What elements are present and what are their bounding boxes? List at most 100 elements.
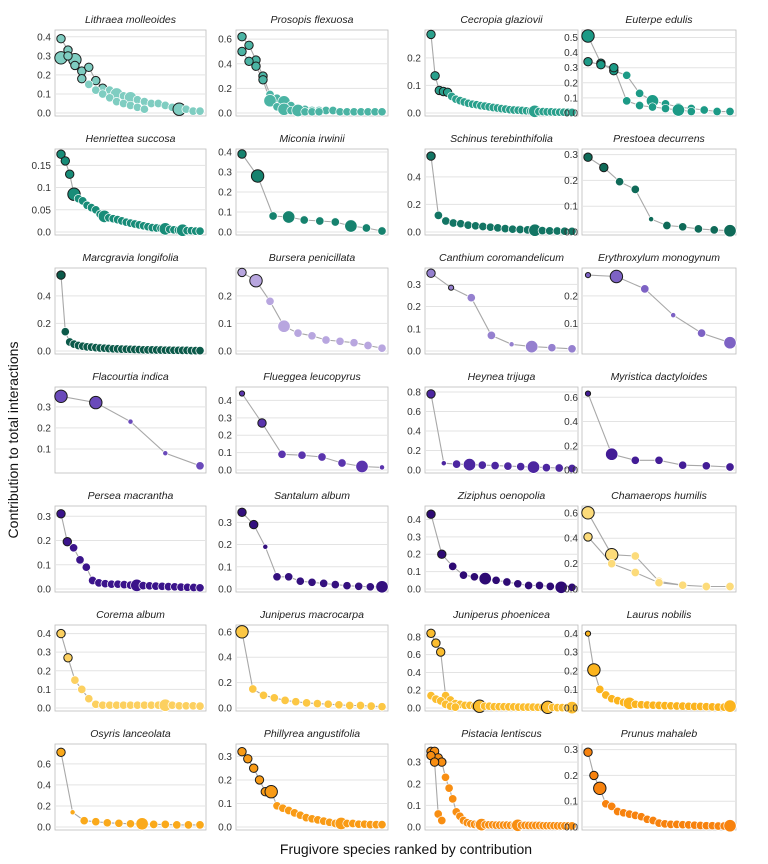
data-point [670,312,677,319]
y-tick-label: 0.2 [407,53,421,64]
data-point [272,572,282,582]
y-tick-label: 0.2 [564,291,578,302]
y-tick-label: 0.2 [218,84,232,95]
panel-frame [424,267,579,355]
data-point [56,628,66,639]
panel-17: Persea macrantha 0.0 0.1 0.2 0.3 [37,490,207,596]
y-tick-label: 0.2 [37,319,51,330]
data-point [587,663,601,677]
data-point [440,460,447,467]
data-point [249,519,259,530]
data-point [462,458,477,472]
data-point [377,107,387,117]
panel-title: Prunus mahaleb [621,728,698,740]
data-point [307,331,317,341]
data-point [243,754,253,764]
y-tick-label: 0.0 [218,228,232,239]
data-point [630,455,640,465]
y-tick-label: 0.1 [37,89,51,100]
data-point [477,460,487,470]
data-point [84,694,94,704]
y-tick-label: 0.1 [407,324,421,335]
y-tick-label: 0.2 [564,78,578,89]
data-point [486,330,496,340]
data-point [605,548,619,562]
data-point [516,462,526,472]
y-axis-label: Contribution to total interactions [5,342,21,539]
data-point [547,343,557,353]
data-point [98,89,108,99]
data-point [567,107,577,117]
data-point [160,819,170,829]
panel-title: Flacourtia indica [92,371,169,383]
data-point [440,772,451,782]
data-point [355,459,369,474]
panel-1: Lithraea molleoides 0.0 0.1 0.2 0.3 0.4 [37,14,207,120]
data-point [725,106,735,117]
panel-12: Erythroxylum monogynum 0.1 0.2 [564,252,737,355]
data-point [448,561,458,571]
panel-title: Osyris lanceolata [90,728,171,740]
panel-frame [54,624,207,712]
data-point [139,104,149,114]
data-point [248,684,258,694]
panel-title: Schinus terebinthifolia [450,133,553,145]
panel-6: Miconia irwinii 0.0 0.1 0.2 0.3 0.4 [218,133,389,239]
y-tick-label: 0.4 [37,780,51,791]
data-point [723,224,737,238]
data-point [712,106,722,117]
data-point [250,169,265,183]
y-tick-label: 0.2 [407,302,421,313]
panel-frame [235,386,389,474]
data-point [323,699,333,709]
panel-14: Flueggea leucopyrus 0.0 0.1 0.2 0.3 0.4 [218,371,389,477]
data-point [426,29,436,40]
y-tick-label: 0.3 [407,758,421,769]
data-point [345,700,355,711]
y-tick-label: 0.0 [218,466,232,477]
y-tick-label: 0.2 [218,431,232,442]
data-point [567,463,577,474]
y-tick-label: 0.4 [564,48,578,59]
data-point [244,56,254,66]
y-tick-label: 0.5 [564,33,578,44]
y-tick-label: 0.4 [37,629,51,640]
y-tick-label: 0.0 [564,704,578,715]
panel-frame [235,29,389,117]
y-tick-label: 0.3 [564,745,578,756]
data-point [84,79,94,89]
data-point [723,336,737,350]
data-point [63,653,73,663]
data-point [81,562,91,572]
data-point [77,684,87,694]
panel-title: Corema album [96,609,165,621]
data-point [554,580,568,594]
data-point [263,94,277,108]
data-point [699,105,709,115]
data-point [262,543,269,550]
panel-title: Miconia irwinii [279,133,345,145]
data-point [183,820,193,830]
y-tick-label: 0.3 [37,51,51,62]
data-point [317,452,327,462]
panel-title: Prestoea decurrens [613,133,705,145]
panel-title: Flueggea leucopyrus [263,371,361,383]
data-point [583,152,593,162]
panel-frame [54,505,207,593]
y-tick-label: 0.2 [37,70,51,81]
panel-9: Marcgravia longifolia 0.0 0.2 0.4 [37,252,207,358]
data-point [127,418,134,425]
y-tick-label: 0.0 [218,704,232,715]
data-point [430,71,440,81]
y-tick-label: 0.0 [218,347,232,358]
panel-27: Pistacia lentiscus 0.0 0.1 0.2 0.3 [407,728,579,834]
y-tick-label: 0.4 [407,426,421,437]
data-point [349,338,359,348]
data-point [237,32,247,42]
data-point [458,570,469,580]
data-point [257,418,267,428]
y-tick-label: 0.2 [37,666,51,677]
panel-title: Canthium coromandelicum [439,252,564,264]
data-point [337,458,347,468]
y-tick-label: 0.1 [37,560,51,571]
